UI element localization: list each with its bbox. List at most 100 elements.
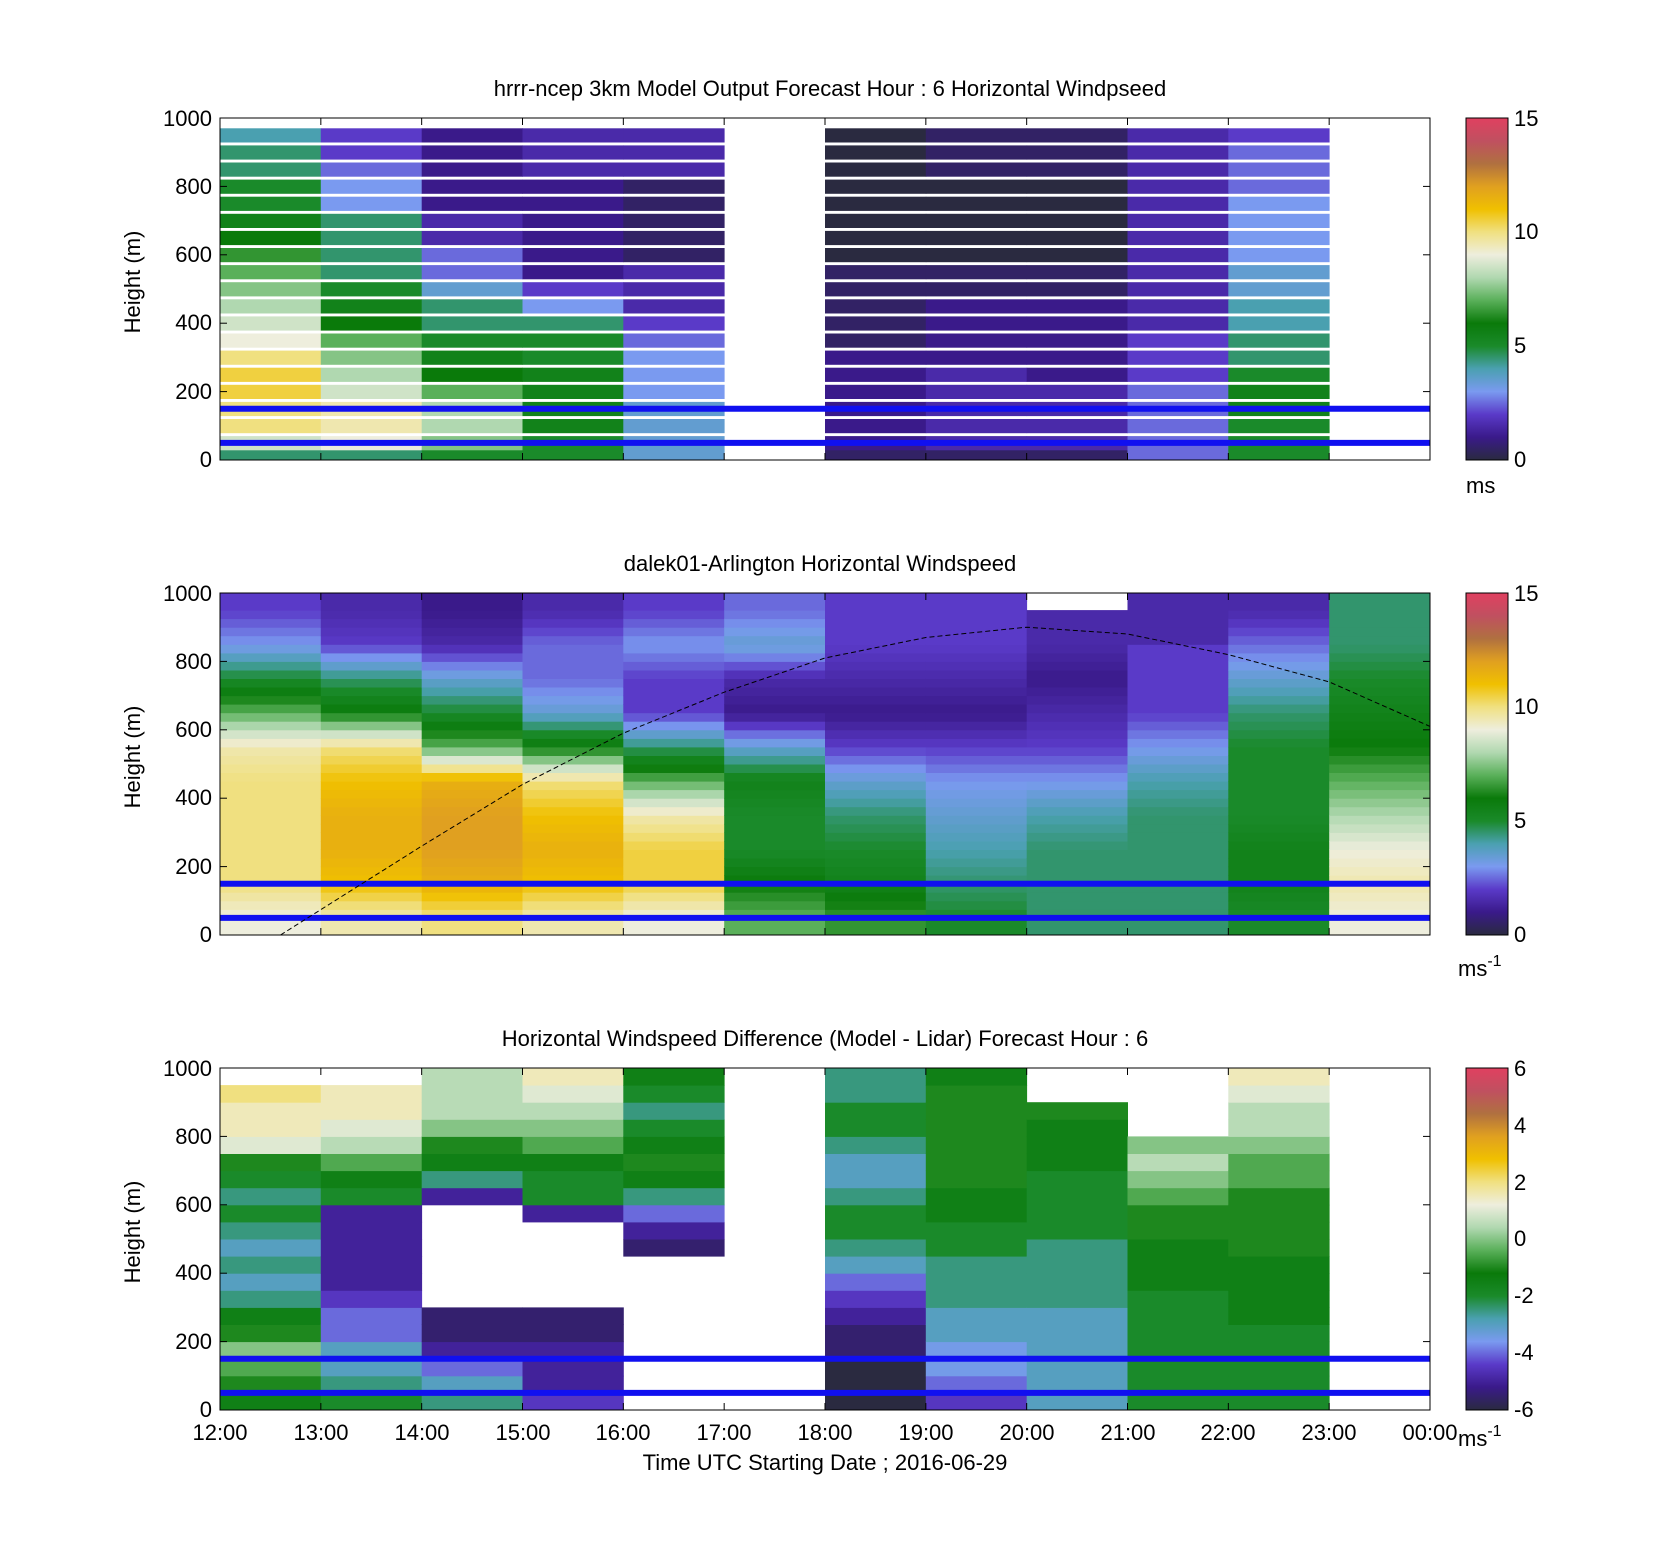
heatmap-cell	[724, 900, 826, 910]
heatmap-cell	[1329, 678, 1431, 688]
heatmap-cell	[825, 678, 927, 688]
heatmap-cell	[522, 601, 624, 611]
heatmap-cell	[925, 367, 1028, 382]
heatmap-cell	[1026, 1170, 1128, 1189]
heatmap-cell	[220, 1102, 322, 1120]
heatmap-cell	[825, 1392, 927, 1411]
colorbar-bar	[1465, 117, 1509, 461]
heatmap-cell	[1228, 162, 1330, 177]
heatmap-cell	[220, 1256, 322, 1274]
heatmap-cell	[825, 712, 927, 722]
heatmap-cell	[220, 704, 322, 714]
heatmap-cell	[320, 678, 423, 688]
heatmap-cell	[724, 832, 826, 842]
heatmap-cell	[1026, 1375, 1128, 1394]
heatmap-cell	[320, 282, 423, 297]
heatmap-cell	[925, 627, 1028, 637]
heatmap-cell	[925, 265, 1028, 280]
heatmap-cell	[421, 145, 523, 160]
heatmap-cell	[1228, 832, 1330, 842]
heatmap-cell	[1329, 644, 1431, 654]
heatmap-cell	[220, 909, 322, 919]
heatmap-cell	[522, 661, 624, 671]
colorbar-tick: 5	[1514, 808, 1526, 833]
heatmap-cell	[623, 196, 725, 211]
heatmap-cell	[925, 1324, 1028, 1343]
heatmap-cell	[623, 350, 725, 365]
heatmap-cell	[925, 883, 1028, 893]
heatmap-cell	[724, 746, 826, 756]
heatmap-cell	[1127, 1187, 1229, 1206]
heatmap-cell	[825, 670, 927, 679]
heatmap-cell	[623, 661, 725, 671]
heatmap-cell	[925, 1375, 1028, 1394]
heatmap-cell	[522, 687, 624, 697]
heatmap-cell	[825, 789, 927, 799]
heatmap-cell	[320, 145, 423, 160]
heatmap-cell	[1127, 917, 1229, 927]
ytick-label: 1000	[163, 581, 212, 606]
xtick-label: 20:00	[999, 1420, 1054, 1445]
heatmap-cell	[925, 738, 1028, 748]
heatmap-cell	[1026, 1153, 1128, 1172]
ytick-label: 600	[175, 1192, 212, 1217]
heatmap-cell	[1228, 1085, 1330, 1103]
heatmap-cell	[1127, 695, 1229, 705]
heatmap-cell	[1127, 1136, 1229, 1154]
heatmap-cell	[623, 1136, 725, 1154]
heatmap-cell	[522, 926, 624, 936]
heatmap-cell	[1228, 1307, 1330, 1325]
heatmap-cell	[522, 248, 624, 263]
heatmap-cell	[623, 721, 725, 731]
heatmap-cell	[320, 299, 423, 314]
heatmap-cell	[522, 145, 624, 160]
heatmap-cell	[925, 652, 1028, 662]
heatmap-cell	[220, 849, 322, 859]
colorbar-tick: 15	[1514, 106, 1538, 131]
heatmap-cell	[522, 593, 624, 602]
heatmap-cell	[623, 1068, 725, 1086]
heatmap-cell	[1127, 841, 1229, 850]
heatmap-cell	[1329, 772, 1431, 782]
heatmap-cell	[320, 695, 423, 705]
heatmap-cell	[925, 909, 1028, 919]
heatmap-cell	[1127, 1273, 1229, 1291]
heatmap-cell	[1228, 593, 1330, 602]
heatmap-cell	[1127, 1170, 1229, 1189]
heatmap-cell	[1026, 299, 1128, 314]
heatmap-cell	[522, 755, 624, 765]
heatmap-cell	[1026, 384, 1128, 399]
heatmap-cell	[421, 265, 523, 280]
heatmap-cell	[320, 926, 423, 936]
heatmap-cell	[421, 678, 523, 688]
heatmap-cell	[1329, 746, 1431, 756]
heatmap-cell	[724, 644, 826, 654]
ytick-label: 800	[175, 649, 212, 674]
heatmap-cell	[522, 1119, 624, 1137]
heatmap-cell	[1228, 738, 1330, 748]
heatmap-cell	[1228, 798, 1330, 808]
heatmap-cell	[1228, 1204, 1330, 1223]
heatmap-cell	[220, 1307, 322, 1325]
heatmap-cell	[522, 350, 624, 365]
heatmap-cell	[320, 1307, 423, 1325]
heatmap-cell	[1127, 316, 1229, 331]
heatmap-cell	[825, 875, 927, 885]
heatmap-cell	[623, 849, 725, 859]
heatmap-cell	[825, 196, 927, 211]
heatmap-cell	[522, 670, 624, 679]
heatmap-cell	[1228, 746, 1330, 756]
heatmap-cell	[421, 384, 523, 399]
heatmap-cell	[220, 687, 322, 697]
heatmap-cell	[421, 832, 523, 842]
heatmap-cell	[1329, 917, 1431, 927]
heatmap-cell	[925, 1307, 1028, 1325]
heatmap-cell	[623, 213, 725, 228]
heatmap-cell	[825, 729, 927, 739]
heatmap-cell	[825, 832, 927, 842]
heatmap-cell	[724, 652, 826, 662]
ytick-label: 600	[175, 242, 212, 267]
heatmap-cell	[825, 815, 927, 825]
heatmap-cell	[522, 849, 624, 859]
heatmap-cell	[421, 333, 523, 348]
